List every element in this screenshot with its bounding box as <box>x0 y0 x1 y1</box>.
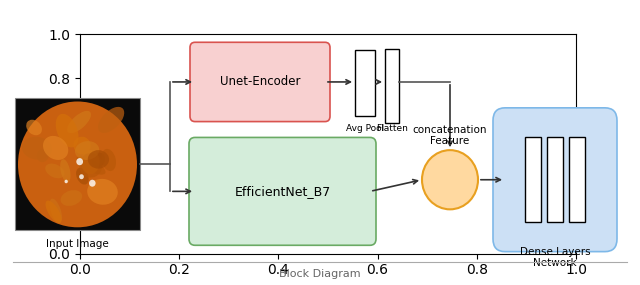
Text: Unet-Encoder: Unet-Encoder <box>220 76 300 88</box>
Ellipse shape <box>77 156 106 175</box>
Ellipse shape <box>45 164 65 178</box>
FancyBboxPatch shape <box>493 108 617 252</box>
Ellipse shape <box>36 148 49 162</box>
Ellipse shape <box>98 107 124 133</box>
Ellipse shape <box>92 152 105 167</box>
Circle shape <box>79 174 84 179</box>
Ellipse shape <box>26 120 42 135</box>
Ellipse shape <box>87 179 118 205</box>
Text: Feature: Feature <box>430 136 470 146</box>
Bar <box>15 98 140 231</box>
Bar <box>569 137 585 222</box>
Bar <box>385 49 399 123</box>
Ellipse shape <box>74 137 91 154</box>
Ellipse shape <box>79 153 102 178</box>
Bar <box>355 50 375 116</box>
Ellipse shape <box>60 159 70 182</box>
FancyBboxPatch shape <box>190 42 330 122</box>
Circle shape <box>65 180 68 183</box>
Bar <box>525 137 541 222</box>
Ellipse shape <box>75 141 99 160</box>
Ellipse shape <box>67 111 91 133</box>
Circle shape <box>76 158 83 165</box>
Ellipse shape <box>81 150 100 174</box>
Text: EfficientNet_B7: EfficientNet_B7 <box>234 185 331 198</box>
Text: Avg Pool: Avg Pool <box>346 124 384 133</box>
Circle shape <box>18 101 137 227</box>
Circle shape <box>89 180 95 187</box>
Ellipse shape <box>56 114 79 147</box>
Ellipse shape <box>422 150 478 209</box>
Ellipse shape <box>49 199 62 223</box>
Text: Dense Layers: Dense Layers <box>520 247 590 257</box>
Ellipse shape <box>88 150 109 169</box>
Text: Flatten: Flatten <box>376 124 408 133</box>
Bar <box>547 137 563 222</box>
Ellipse shape <box>22 137 52 160</box>
Text: Network: Network <box>533 258 577 268</box>
Ellipse shape <box>43 136 68 160</box>
Ellipse shape <box>45 201 61 223</box>
Ellipse shape <box>61 190 82 206</box>
FancyBboxPatch shape <box>189 137 376 245</box>
Text: concatenation: concatenation <box>413 125 487 135</box>
Text: Input Image: Input Image <box>46 239 109 249</box>
Text: Block Diagram: Block Diagram <box>279 269 361 279</box>
Ellipse shape <box>76 168 89 185</box>
Ellipse shape <box>101 149 116 171</box>
